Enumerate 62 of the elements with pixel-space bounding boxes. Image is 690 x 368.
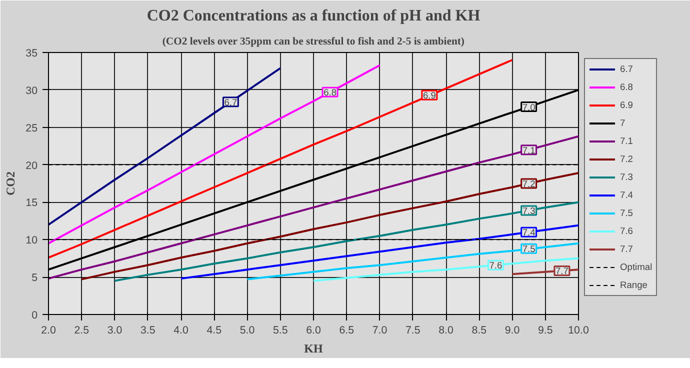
y-tick-label: 25 [26,122,38,134]
annotation: 7.1 [522,145,536,156]
y-tick-label: 35 [26,48,38,60]
x-tick-label: 4.5 [206,324,222,336]
legend-label: 7.4 [620,189,634,201]
x-tick-label: 2.0 [41,324,56,336]
x-tick-label: 5.5 [272,324,288,336]
line-series [48,135,578,280]
annotation: 7.0 [522,102,536,112]
x-tick-label: 3.5 [140,324,156,336]
annotation: 6.7 [224,97,238,108]
y-tick-label: 0 [32,310,38,322]
legend-label: 6.9 [620,99,634,111]
line-series [246,242,578,280]
x-axis-title: KH [304,342,324,356]
line-series [80,172,578,280]
annotation: 7.2 [522,179,536,189]
x-tick-label: 9.5 [538,324,553,336]
line-series [48,58,514,259]
y-tick-label: 30 [26,84,38,97]
x-tick-label: 6.5 [339,324,354,336]
legend-label: 7.2 [620,153,634,165]
line-series [114,201,578,282]
line-series [48,64,381,244]
annotation: 7.3 [522,206,536,216]
annotation: 7.4 [522,228,536,238]
y-tick-label: 15 [26,197,38,210]
y-axis-title: CO2 [4,172,18,196]
line-series [48,67,282,226]
x-tick-label: 5.0 [240,324,255,336]
x-tick-label: 4.0 [174,324,188,336]
x-tick-label: 7.5 [405,324,420,336]
x-tick-label: 7.0 [372,324,388,336]
legend-label: 7.7 [620,243,634,255]
chart-title: CO2 Concentrations as a function of pH and KH [146,8,481,24]
legend-label: 7.5 [620,207,634,219]
legend-label: 7.6 [620,225,634,237]
x-tick-label: 8.0 [438,324,454,336]
legend-label: 6.8 [620,81,634,93]
legend-label: 7.3 [620,171,634,183]
x-tick-label: 3.0 [107,324,122,336]
legend-label: 7.1 [620,135,634,147]
chart-subtitle: (CO2 levels over 35ppm can be stressful to fish and 2-5 is ambient) [162,36,465,48]
legend-label: 6.7 [620,63,634,75]
legend-label: Optimal [620,261,652,273]
x-tick-label: 6.0 [306,324,321,336]
legend-label: Range [620,279,648,291]
x-tick-label: 8.5 [472,324,487,336]
line-series [180,224,578,280]
y-tick-label: 20 [26,160,38,172]
annotation: 7.5 [522,244,536,254]
x-tick-label: 2.5 [74,324,90,336]
x-tick-label: 10.0 [568,324,589,336]
annotation: 7.6 [489,260,502,271]
legend-label: 7 [620,117,626,129]
line-series [312,257,578,282]
annotation: 6.8 [324,88,337,98]
annotation: 6.9 [422,90,436,101]
x-tick-label: 9.0 [504,324,520,336]
annotation: 7.7 [555,266,568,276]
y-tick-label: 5 [32,272,38,284]
y-tick-label: 10 [26,234,38,247]
